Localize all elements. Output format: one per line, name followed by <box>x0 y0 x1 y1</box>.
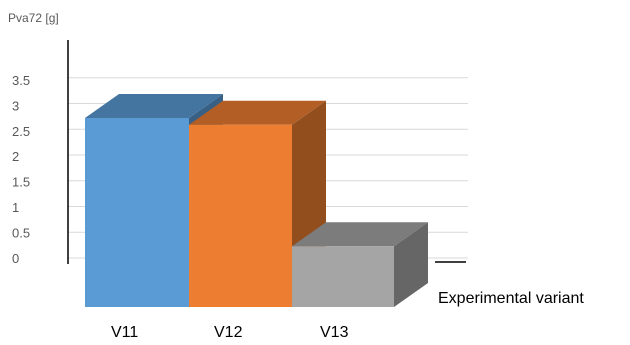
y-tick-label: 1 <box>12 200 19 215</box>
y-tick-label: 3.5 <box>12 73 30 88</box>
y-tick-label: 2 <box>12 149 19 164</box>
x-axis-label: Experimental variant <box>438 290 584 307</box>
bar-front-face <box>292 246 394 307</box>
y-tick-label: 2.5 <box>12 124 30 139</box>
y-tick-label: 0 <box>12 251 19 266</box>
y-tick-label: 0.5 <box>12 226 30 241</box>
y-tick-labels: 0 0.5 1 1.5 2 2.5 3 3.5 <box>12 73 30 266</box>
category-label: V11 <box>111 324 138 341</box>
bars <box>85 94 428 307</box>
category-label: V12 <box>214 324 243 341</box>
bar-front-face <box>189 124 292 307</box>
bar-top-face <box>292 222 428 247</box>
category-labels: V11 V12 V13 <box>111 324 349 341</box>
y-tick-label: 3 <box>12 98 19 113</box>
bar-front-face <box>85 118 189 307</box>
y-axis-label: Pva72 [g] <box>8 11 59 25</box>
bar-side-face <box>394 222 428 307</box>
bar-v13 <box>292 222 428 307</box>
y-tick-label: 1.5 <box>12 175 30 190</box>
category-label: V13 <box>320 324 349 341</box>
bar-top-face <box>85 94 223 118</box>
bar-top-face <box>189 100 326 125</box>
